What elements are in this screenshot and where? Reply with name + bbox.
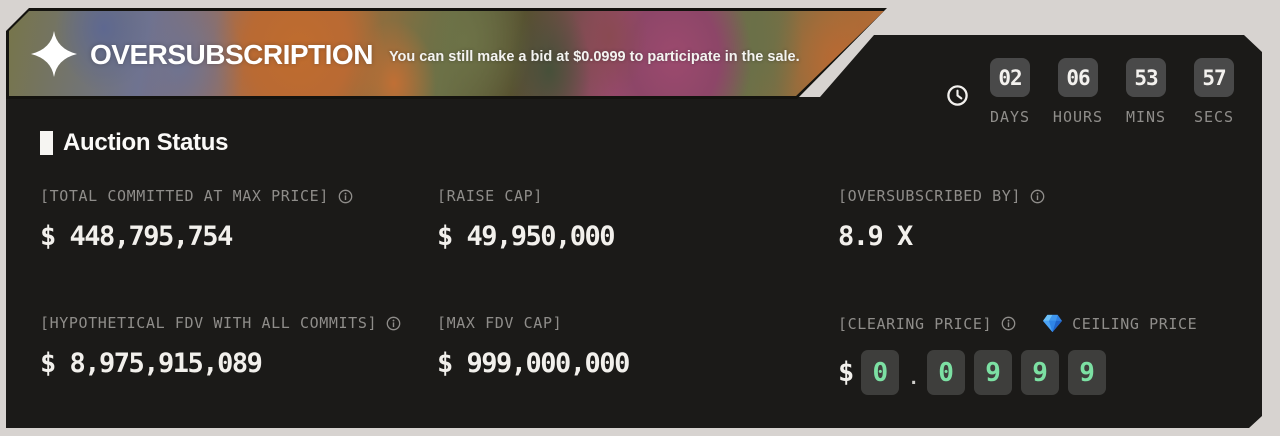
stat-max-fdv-cap: [MAX FDV CAP] $ 999,000,000	[437, 314, 630, 379]
stat-oversubscribed-value: 8.9 X	[838, 221, 913, 252]
clearing-price-value: $ 0 . 0 9 9 9	[838, 350, 1197, 395]
price-digit: 9	[1021, 350, 1060, 395]
countdown-secs: 57 SECS	[1186, 58, 1242, 126]
countdown-hours: 06 HOURS	[1050, 58, 1106, 126]
stat-hypothetical-fdv-value: $ 8,975,915,089	[40, 348, 263, 379]
diamond-icon	[1043, 314, 1063, 333]
countdown-mins: 53 MINS	[1118, 58, 1174, 126]
stat-total-committed: [TOTAL COMMITTED AT MAX PRICE] $ 448,795…	[40, 187, 353, 252]
decimal-separator: .	[908, 368, 920, 389]
info-icon[interactable]	[1001, 316, 1016, 331]
stat-total-committed-value: $ 448,795,754	[40, 221, 233, 252]
stat-raise-cap-value: $ 49,950,000	[437, 221, 616, 252]
stat-total-committed-label: [TOTAL COMMITTED AT MAX PRICE]	[40, 187, 329, 205]
clock-icon	[947, 85, 968, 106]
page-title: Auction Status	[63, 129, 229, 156]
countdown-mins-value: 53	[1126, 58, 1166, 97]
countdown-hours-value: 06	[1058, 58, 1098, 97]
clearing-price-label: [CLEARING PRICE]	[838, 314, 993, 333]
stat-raise-cap: [RAISE CAP] $ 49,950,000	[437, 187, 616, 252]
countdown-timer: 02 DAYS 06 HOURS 53 MINS 57 SECS	[982, 58, 1242, 126]
clearing-price-block: [CLEARING PRICE] CEILING PRICE $ 0 . 0	[838, 314, 1197, 395]
countdown-days: 02 DAYS	[982, 58, 1038, 126]
info-icon[interactable]	[1030, 189, 1045, 204]
stat-oversubscribed: [OVERSUBSCRIBED BY] 8.9 X	[838, 187, 1045, 252]
banner-artwork	[9, 11, 884, 96]
section-heading: Auction Status	[40, 129, 228, 157]
stat-hypothetical-fdv: [HYPOTHETICAL FDV WITH ALL COMMITS] $ 8,…	[40, 314, 401, 379]
stat-max-fdv-cap-value: $ 999,000,000	[437, 348, 630, 379]
stat-max-fdv-cap-label: [MAX FDV CAP]	[437, 314, 563, 332]
countdown-mins-label: MINS	[1125, 108, 1167, 126]
banner-subtitle: You can still make a bid at $0.0999 to p…	[388, 48, 800, 65]
price-digit: 0	[861, 350, 900, 395]
price-digit: 9	[974, 350, 1013, 395]
banner-title: OVERSUBSCRIPTION	[90, 38, 373, 70]
countdown-secs-label: SECS	[1193, 108, 1235, 126]
countdown-hours-label: HOURS	[1052, 108, 1104, 126]
stat-raise-cap-label: [RAISE CAP]	[437, 187, 543, 205]
countdown-days-value: 02	[990, 58, 1030, 97]
sparkle-icon	[31, 30, 77, 77]
heading-marker	[40, 131, 53, 155]
countdown-secs-value: 57	[1194, 58, 1234, 97]
stat-hypothetical-fdv-label: [HYPOTHETICAL FDV WITH ALL COMMITS]	[40, 314, 378, 332]
stat-oversubscribed-label: [OVERSUBSCRIBED BY]	[838, 187, 1021, 205]
price-digit: 0	[927, 350, 966, 395]
price-digit: 9	[1068, 350, 1107, 395]
info-icon[interactable]	[338, 189, 353, 204]
countdown-days-label: DAYS	[989, 108, 1031, 126]
oversubscription-banner: OVERSUBSCRIPTION You can still make a bi…	[6, 8, 887, 99]
ceiling-price-label: CEILING PRICE	[1072, 314, 1198, 333]
info-icon[interactable]	[386, 316, 401, 331]
currency-symbol: $	[838, 357, 855, 388]
